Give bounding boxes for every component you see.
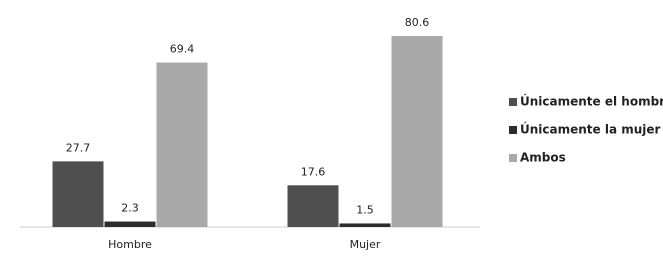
data-label: 2.3 xyxy=(121,202,139,215)
legend-label: Únicamente el hombre xyxy=(520,94,663,109)
chart: Únicamente el hombre Únicamente la mujer A… xyxy=(0,0,663,256)
bar xyxy=(53,161,104,227)
bar xyxy=(392,36,443,227)
legend-swatch xyxy=(509,98,517,106)
x-tick-label: Hombre xyxy=(108,238,152,251)
bar xyxy=(105,222,156,227)
legend: Únicamente el hombre Únicamente la mujer A… xyxy=(509,94,663,165)
bar xyxy=(340,223,391,227)
bar xyxy=(288,185,339,227)
legend-swatch xyxy=(509,126,517,134)
page: {"chart_data": {"type": "bar", "categori… xyxy=(0,0,663,256)
data-label: 69.4 xyxy=(170,43,195,56)
data-label: 27.7 xyxy=(66,141,91,154)
data-label: 80.6 xyxy=(405,16,430,29)
legend-swatch xyxy=(509,154,517,162)
bar xyxy=(157,63,208,227)
data-label: 1.5 xyxy=(356,203,374,216)
x-tick-label: Mujer xyxy=(350,238,381,251)
legend-label: Ambos xyxy=(520,151,566,165)
data-label: 17.6 xyxy=(301,165,326,178)
legend-label: Únicamente la mujer xyxy=(520,122,661,137)
